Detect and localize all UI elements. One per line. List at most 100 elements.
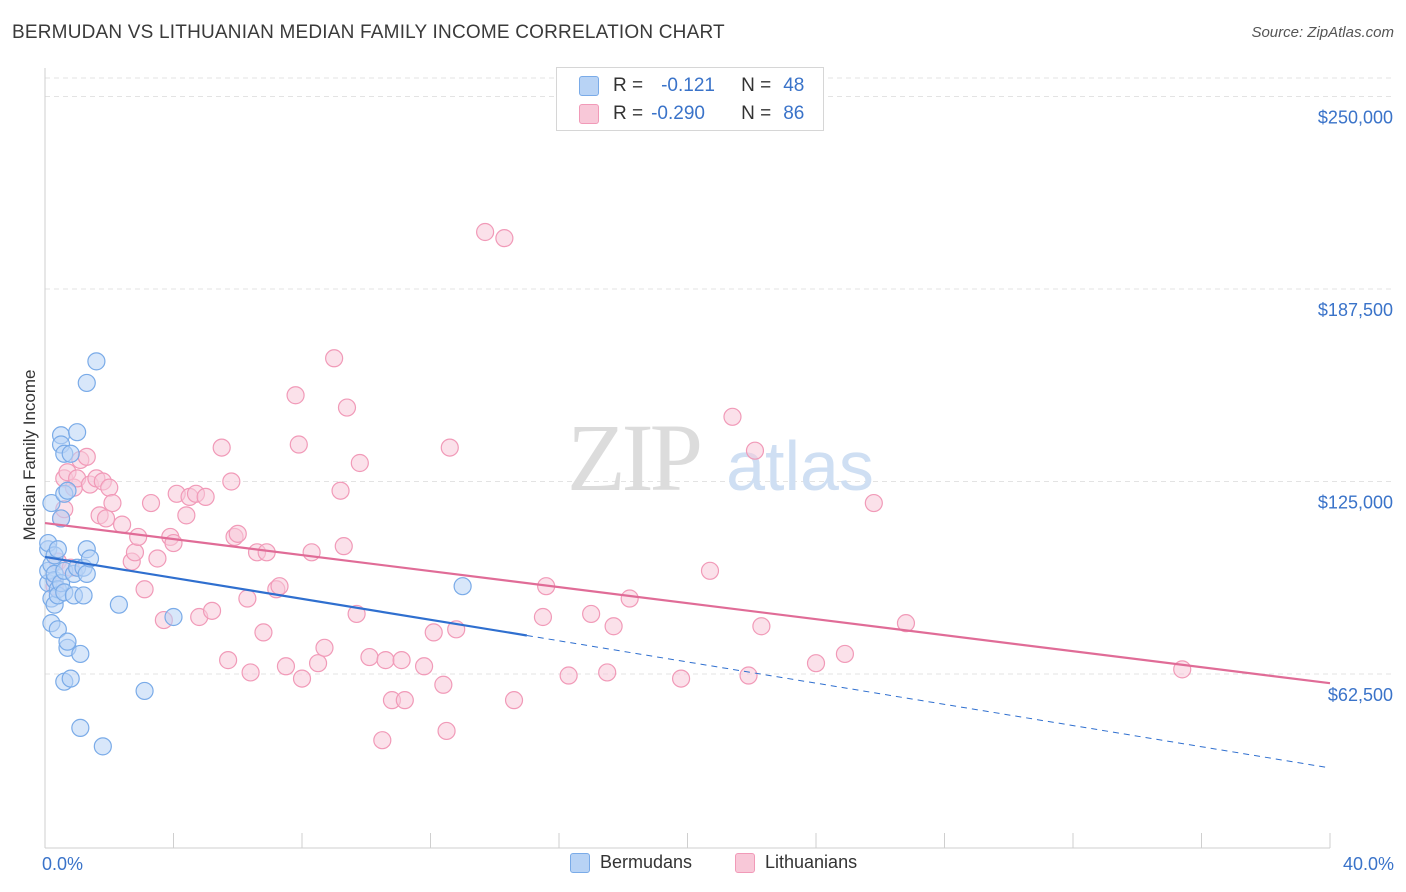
bermudans-point (71, 718, 90, 737)
bermudans-point (109, 595, 128, 614)
lithuanians-point (424, 623, 443, 642)
lithuanians-swatch (579, 104, 599, 124)
lithuanians-point (219, 651, 238, 670)
bermudans-point (61, 669, 80, 688)
lithuanians-point (495, 229, 514, 248)
lithuanians-point (806, 654, 826, 673)
lithuanians-point (289, 435, 308, 454)
lithuanians-point (125, 543, 145, 562)
lithuanians-point (395, 691, 414, 710)
lithuanians-point (270, 577, 289, 596)
lithuanians-point (671, 669, 691, 688)
bermudans-point (164, 607, 183, 627)
lithuanians-point (559, 666, 578, 685)
bermudans-point (61, 444, 80, 463)
lithuanians-point (325, 349, 344, 368)
lithuanians-point (620, 589, 639, 608)
y-tick-label: $187,500 (1318, 300, 1393, 320)
bermudans-point (42, 493, 61, 513)
lithuanians-point (77, 447, 96, 466)
y-tick-label: $125,000 (1318, 492, 1393, 512)
bermudans-point (48, 620, 67, 639)
lithuanians-point (723, 407, 742, 426)
lithuanians-point (376, 651, 395, 670)
x-tick-label: 0.0% (42, 854, 83, 874)
legend-n-value: 48 (783, 75, 805, 96)
legend-n-label: N = (741, 75, 772, 96)
bermudans-point (58, 632, 77, 651)
lithuanians-point (739, 666, 758, 685)
lithuanians-point (100, 478, 119, 497)
lithuanians-point (350, 453, 369, 473)
watermark-atlas: atlas (726, 427, 874, 505)
bermudans-point (135, 681, 154, 701)
bottom-legend-bermudans: Bermudans (570, 852, 692, 873)
lithuanians-point (302, 543, 321, 562)
y-tick-labels: $62,500 $125,000 $187,500 $250,000 (1318, 107, 1393, 705)
lithuanians-point (414, 657, 434, 676)
legend-r-label: R = (613, 103, 644, 124)
watermark: ZIP atlas (567, 404, 874, 511)
lithuanians-point (177, 506, 196, 525)
chart-title: BERMUDAN VS LITHUANIAN MEDIAN FAMILY INC… (12, 22, 725, 43)
legend-n-value: 86 (783, 103, 805, 124)
bermudans-point (93, 737, 112, 756)
legend-n-label: N = (741, 103, 772, 124)
x-tick-labels: 0.0% 40.0% (42, 854, 1394, 874)
lithuanians-point (308, 654, 328, 673)
lithuanians-point (582, 604, 601, 624)
bermudans-legend-label: Bermudans (600, 852, 693, 872)
bermudans-point (453, 577, 472, 596)
watermark-zip: ZIP (567, 404, 700, 511)
bottom-legend-lithuanians: Lithuanians (735, 852, 857, 873)
bermudans-point (71, 644, 90, 664)
lithuanians-point (238, 589, 257, 608)
lithuanians-point (392, 651, 411, 670)
bermudans-trend-extension (526, 634, 1331, 769)
bermudans-point (77, 564, 96, 583)
bermudans-point (74, 586, 93, 605)
lithuanians-point (864, 493, 883, 513)
legend-row-bermudans: R = -0.121 N = 48 (579, 74, 804, 98)
lithuanians-point (337, 398, 357, 417)
lithuanians-point (331, 481, 350, 500)
y-tick-label: $62,500 (1328, 685, 1393, 705)
gridlines (45, 77, 1394, 675)
legend-r-label: R = (613, 75, 644, 96)
lithuanians-point (334, 537, 353, 556)
lithuanians-point (96, 509, 116, 528)
lithuanians-point (286, 386, 305, 405)
bermudans-point (58, 481, 77, 500)
lithuanians-point (212, 438, 231, 457)
bermudans-point (87, 352, 106, 371)
source-label: Source: ZipAtlas.com (1251, 24, 1394, 41)
lithuanians-trend-line (44, 521, 1331, 685)
lithuanians-legend-label: Lithuanians (765, 852, 858, 872)
lithuanians-point (434, 675, 453, 694)
lithuanians-point (700, 561, 720, 580)
lithuanians-point (373, 731, 392, 750)
lithuanians-point (533, 607, 553, 627)
x-tick-label: 40.0% (1343, 854, 1394, 874)
bermudans-point (68, 423, 87, 442)
lithuanians-point (598, 663, 617, 682)
lithuanians-point (112, 515, 132, 534)
bermudans-legend-swatch (570, 852, 590, 873)
lithuanians-point (103, 493, 122, 513)
bermudans-point (77, 373, 96, 393)
lithuanians-legend-swatch (735, 852, 755, 873)
lithuanians-point (835, 644, 855, 664)
lithuanians-point (752, 617, 771, 636)
lithuanians-point (347, 604, 366, 624)
lithuanians-point (504, 691, 524, 710)
lithuanians-point (315, 638, 334, 657)
bermudans-point (51, 509, 71, 528)
legend-r-value: -0.290 (651, 103, 705, 124)
lithuanians-point (135, 580, 154, 599)
lithuanians-point (440, 438, 459, 457)
stats-legend: R = -0.121 N = 48 R = -0.290 N = 86 (556, 67, 824, 131)
lithuanians-point (164, 533, 183, 553)
lithuanians-point (129, 527, 148, 547)
lithuanians-point (604, 617, 623, 636)
